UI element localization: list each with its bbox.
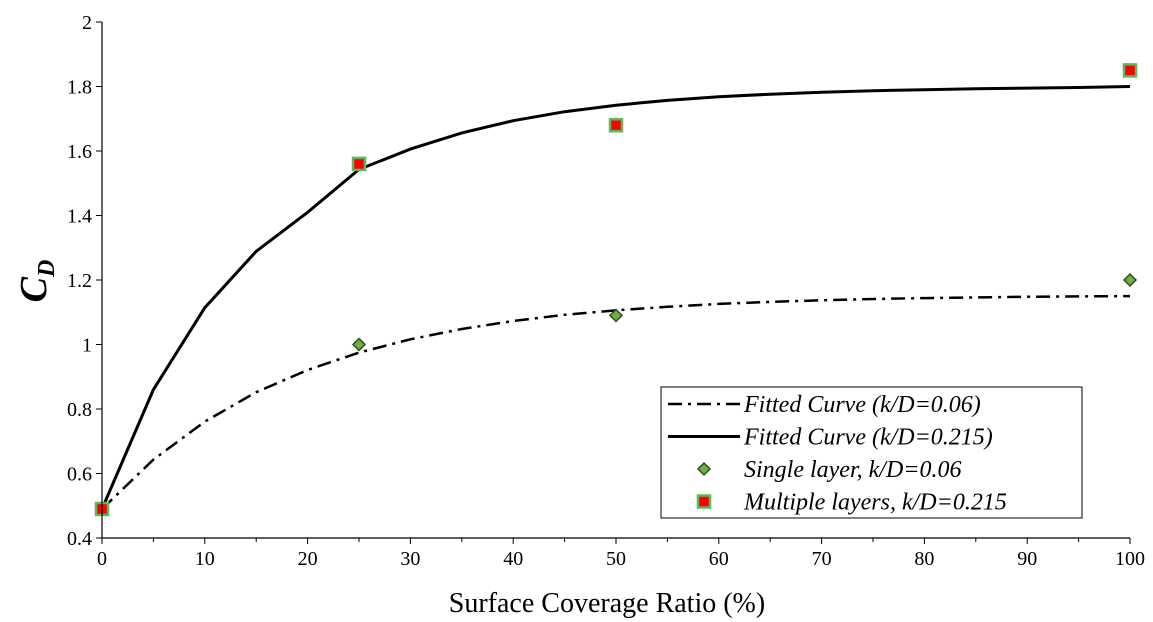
x-axis-title: Surface Coverage Ratio (%) (449, 588, 765, 619)
x-tick-label: 70 (812, 548, 832, 570)
legend-label-0: Fitted Curve (k/D=0.06) (743, 392, 981, 418)
legend-swatch-2 (696, 461, 712, 477)
x-tick-label: 30 (400, 548, 420, 570)
x-tick-label: 80 (914, 548, 934, 570)
data-point-3 (351, 156, 367, 172)
y-tick-label: 1.8 (67, 77, 92, 99)
y-tick-label: 1 (82, 335, 92, 357)
data-point-2 (351, 337, 367, 352)
legend: Fitted Curve (k/D=0.06) Fitted Curve (k/D… (660, 386, 1083, 519)
y-tick-label: 2 (82, 12, 92, 34)
y-tick-label: 1.2 (67, 270, 92, 292)
series-line-1 (100, 85, 1131, 510)
y-axis-title-main: C (13, 276, 55, 302)
data-point-3 (608, 117, 624, 133)
y-tick-label: 0.6 (67, 464, 92, 486)
y-axis-title: CD (13, 260, 60, 303)
x-tick-label: 10 (195, 548, 215, 570)
data-point-2 (1122, 272, 1138, 288)
y-axis-title-subscript: D (34, 260, 60, 278)
x-tick-label: 100 (1115, 548, 1145, 570)
data-point-2 (608, 308, 624, 323)
x-tick-label: 20 (298, 548, 318, 570)
x-tick-label: 40 (503, 548, 523, 570)
y-tick-label: 1.4 (67, 206, 92, 228)
y-tick-label: 0.4 (67, 528, 92, 550)
x-tick-label: 90 (1017, 548, 1037, 570)
data-point-3 (1122, 63, 1138, 78)
x-tick-label: 0 (97, 548, 107, 570)
legend-swatch-3 (696, 494, 712, 509)
ticks: 0.40.60.811.21.41.61.820 10 20 30 40 50 60 70 80… (67, 12, 1145, 570)
x-tick-label: 50 (606, 548, 626, 570)
series-line-0 (101, 294, 1131, 510)
legend-label-2: Single layer, k/D=0.06 (744, 457, 962, 483)
plot-lines (100, 85, 1131, 510)
legend-box (660, 386, 1083, 519)
legend-items: Fitted Curve (k/D=0.06) Fitted Curve (k/D… (668, 392, 1007, 516)
x-tick-label: 60 (709, 548, 729, 570)
y-tick-label: 1.6 (67, 141, 92, 163)
legend-label-1: Fitted Curve (k/D=0.215) (743, 425, 993, 451)
y-tick-label: 0.8 (67, 399, 92, 421)
legend-label-3: Multiple layers, k/D=0.215 (743, 490, 1007, 516)
